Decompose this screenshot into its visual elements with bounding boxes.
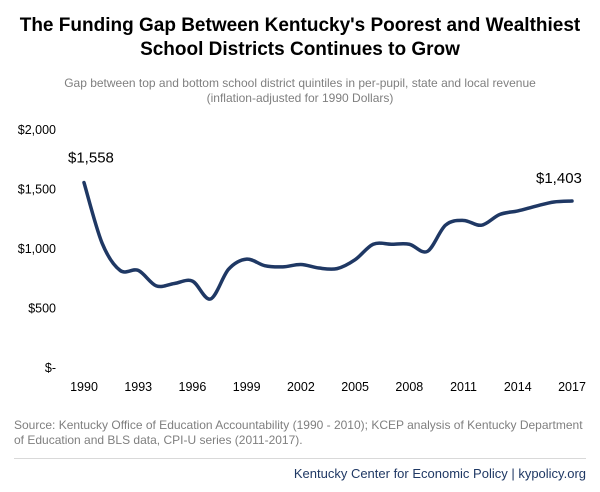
data-point (209, 297, 212, 300)
y-tick-label: $1,500 (18, 183, 56, 197)
chart-title-line-1: The Funding Gap Between Kentucky's Poore… (19, 15, 581, 36)
data-point (263, 264, 266, 267)
data-point (516, 209, 519, 212)
data-point (571, 200, 574, 203)
x-tick-label: 1993 (124, 380, 152, 394)
data-point (137, 269, 140, 272)
data-point (119, 269, 122, 272)
y-tick-label: $500 (28, 302, 56, 316)
line-chart: $-$500$1,000$1,500$2,000 1990 1993 1996 199… (18, 123, 586, 394)
x-tick-label: 2014 (504, 380, 532, 394)
y-tick-label: $1,000 (18, 242, 56, 256)
data-point (408, 243, 411, 246)
x-tick-label: 1999 (233, 380, 261, 394)
data-point (390, 243, 393, 246)
y-tick-label: $2,000 (18, 123, 56, 137)
data-point (299, 263, 302, 266)
data-point (227, 268, 230, 271)
x-tick-label: 1990 (70, 380, 98, 394)
series-group (82, 180, 574, 301)
x-tick-label: 2017 (558, 380, 586, 394)
data-point (462, 219, 465, 222)
x-tick-label: 1996 (179, 380, 207, 394)
y-tick-label: $- (45, 361, 56, 375)
data-point (155, 284, 158, 287)
data-point (372, 243, 375, 246)
data-point (191, 280, 194, 283)
data-point (317, 267, 320, 270)
data-point (101, 242, 104, 245)
value-annotation: $1,403 (536, 170, 582, 187)
data-point (480, 224, 483, 227)
source-note: Source: Kentucky Office of Education Acc… (14, 418, 583, 447)
chart-subtitle-line-2: (inflation-adjusted for 1990 Dollars) (206, 91, 394, 105)
series-line (82, 180, 574, 301)
data-point (498, 213, 501, 216)
data-point (83, 181, 86, 184)
value-annotation: $1,558 (68, 150, 114, 167)
data-point (354, 258, 357, 261)
chart-title: The Funding Gap Between Kentucky's Poore… (0, 14, 600, 62)
chart-title-line-2: School Districts Continues to Grow (140, 39, 460, 60)
x-axis: 1990 1993 1996 1999 2002 2005 2008 2011 2014 2017 (70, 380, 586, 394)
data-point (281, 265, 284, 268)
data-point (426, 250, 429, 253)
x-tick-label: 2011 (450, 380, 477, 394)
footer-divider (14, 458, 586, 459)
annotations: $1,558 $1,403 (68, 150, 582, 187)
data-point (336, 267, 339, 270)
chart-subtitle: Gap between top and bottom school distri… (0, 76, 600, 106)
data-point (444, 224, 447, 227)
x-tick-label: 2005 (341, 380, 369, 394)
chart-subtitle-line-1: Gap between top and bottom school distri… (64, 76, 536, 90)
footer-credit: Kentucky Center for Economic Policy | ky… (293, 466, 586, 481)
data-point (173, 282, 176, 285)
data-points (83, 181, 574, 300)
data-point (552, 200, 555, 203)
data-point (534, 205, 537, 208)
y-axis: $- $500 $1,000 $1,500 $2,000 (18, 123, 56, 375)
data-point (245, 258, 248, 261)
x-tick-label: 2008 (395, 380, 423, 394)
x-tick-label: 2002 (287, 380, 315, 394)
